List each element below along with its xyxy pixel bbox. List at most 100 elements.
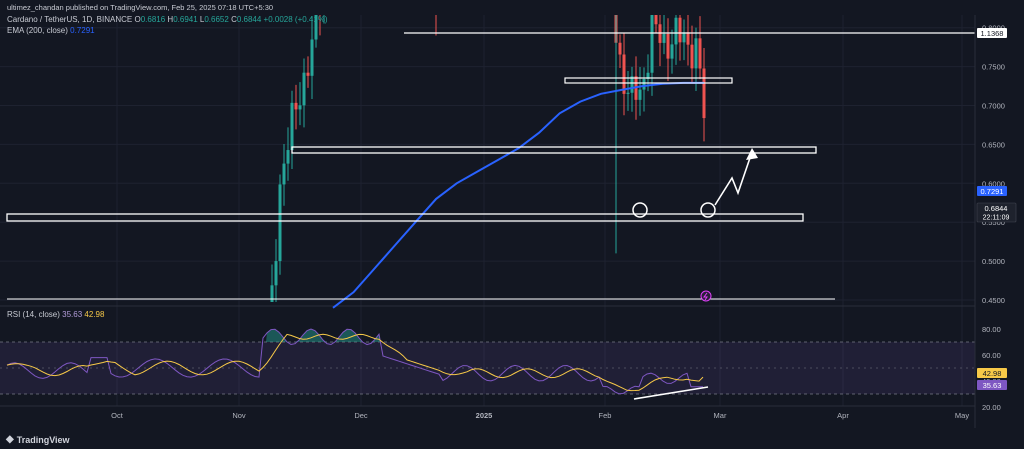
candle-body (282, 163, 286, 185)
price-tick-label: 0.4500 (982, 296, 1005, 305)
time-tick-label: May (955, 411, 969, 420)
candle-body (618, 42, 622, 55)
price-tick-label: 0.5500 (982, 218, 1005, 227)
rsi-ma-legend-value: 42.98 (84, 310, 105, 319)
change-value: +0.0028 (+0.41%) (263, 15, 328, 24)
close-value: 0.6844 (236, 15, 262, 24)
candle-body (646, 72, 650, 79)
badge-rsi-ma (977, 368, 1007, 378)
ema-legend-value: 0.7291 (70, 26, 95, 35)
price-tick-label: 0.6000 (982, 179, 1005, 188)
time-tick-label: Mar (714, 411, 727, 420)
badge-last-price-label: 0.6844 (985, 204, 1008, 213)
candle-body (690, 44, 694, 69)
candle-body (638, 89, 642, 100)
ema-line (332, 81, 704, 309)
candle-body (702, 68, 706, 119)
brand-label: TradingView (16, 434, 70, 445)
resistance-zone (291, 146, 817, 154)
candles (270, 15, 706, 302)
rsi-legend[interactable]: RSI (14, close) 35.63 42.98 (7, 310, 104, 319)
rsi-tick-label: 20.00 (982, 403, 1001, 412)
countdown-label: 22:11:09 (983, 215, 1010, 222)
arrow-head-icon (746, 148, 758, 160)
rsi-legend-label: RSI (14, close) (7, 310, 60, 319)
low-value: 0.6652 (204, 15, 229, 24)
highlight-circle-2 (700, 202, 716, 218)
candle-body (642, 78, 646, 90)
candle-body (274, 261, 278, 286)
ema-legend-label: EMA (200, close) (7, 26, 68, 35)
candle-body (698, 38, 702, 69)
time-tick-label: Feb (599, 411, 612, 420)
price-tick-label: 0.5000 (982, 257, 1005, 266)
lightning-event-icon[interactable] (700, 290, 712, 302)
candle-body (694, 38, 698, 69)
candle-body (650, 15, 654, 73)
open-value: 0.6816 (140, 15, 166, 24)
candle-body (678, 17, 682, 43)
price-tick-label: 0.7000 (982, 102, 1005, 111)
candle-body (278, 184, 282, 262)
tradingview-logo[interactable]: ◆ TradingView (6, 434, 70, 445)
badge-rsi-ma-label: 42.98 (983, 369, 1002, 378)
high-label: H (167, 15, 174, 24)
candle-body (302, 72, 306, 106)
rsi-tick-label: 80.00 (982, 325, 1001, 334)
candle-body (670, 44, 674, 59)
support-zone (6, 213, 804, 222)
tradingview-icon: ◆ (6, 434, 14, 445)
candle-body (666, 33, 670, 59)
time-tick-label: Apr (837, 411, 849, 420)
symbol-legend: Cardano / TetherUS, 1D, BINANCE O0.6816 … (7, 15, 328, 24)
time-tick-label: Dec (354, 411, 368, 420)
candle-body (294, 102, 298, 110)
time-axis[interactable]: Oct Nov Dec 2025 Feb Mar Apr May (111, 411, 969, 420)
time-tick-label: 2025 (476, 411, 493, 420)
close-label: C (231, 15, 237, 24)
open-label: O (134, 15, 141, 24)
candle-body (630, 76, 634, 93)
ema-legend[interactable]: EMA (200, close) 0.7291 (7, 26, 95, 35)
time-tick-label: Nov (232, 411, 246, 420)
candle-body (622, 54, 626, 94)
rsi-overbought-fill (266, 329, 380, 342)
publisher-line: ultimez_chandan published on TradingView… (7, 3, 274, 12)
candle-body (310, 39, 314, 76)
high-value: 0.6941 (173, 15, 198, 24)
candle-body (314, 15, 318, 40)
candle-body (306, 72, 310, 76)
time-tick-label: Oct (111, 411, 124, 420)
price-tick-label: 0.6500 (982, 140, 1005, 149)
rsi-divergence-line (633, 386, 709, 400)
badge-rsi (977, 380, 1007, 390)
resistance-zone-upper (564, 77, 733, 84)
price-tick-label: 0.7500 (982, 63, 1005, 72)
candle-body (674, 17, 678, 45)
rsi-tick-label: 60.00 (982, 351, 1001, 360)
candle-body (270, 285, 274, 302)
candle-body (298, 105, 302, 110)
badge-ema-label: 0.7291 (981, 187, 1004, 196)
badge-rsi-label: 35.63 (983, 381, 1002, 390)
low-label: L (199, 15, 205, 24)
candle-body (662, 33, 666, 43)
candle-body (626, 92, 630, 94)
rsi-legend-value: 35.63 (62, 310, 83, 319)
candle-body (686, 32, 690, 45)
candle-body (682, 32, 686, 43)
rsi-line (6, 328, 703, 395)
badge-ema (977, 186, 1007, 196)
candle-body (654, 15, 658, 25)
symbol-title[interactable]: Cardano / TetherUS, 1D, BINANCE (7, 15, 133, 24)
candle-body (286, 150, 290, 164)
candle-body (290, 102, 294, 151)
highlight-circle-1 (632, 202, 648, 218)
projection-arrow (714, 151, 753, 206)
badge-last-price (976, 202, 1017, 223)
lightning-glyph-icon (703, 292, 708, 301)
rsi-ma-line (6, 333, 704, 392)
badge-1-1368 (977, 28, 1007, 38)
badge-1-1368-label: 1.1368 (981, 29, 1004, 38)
